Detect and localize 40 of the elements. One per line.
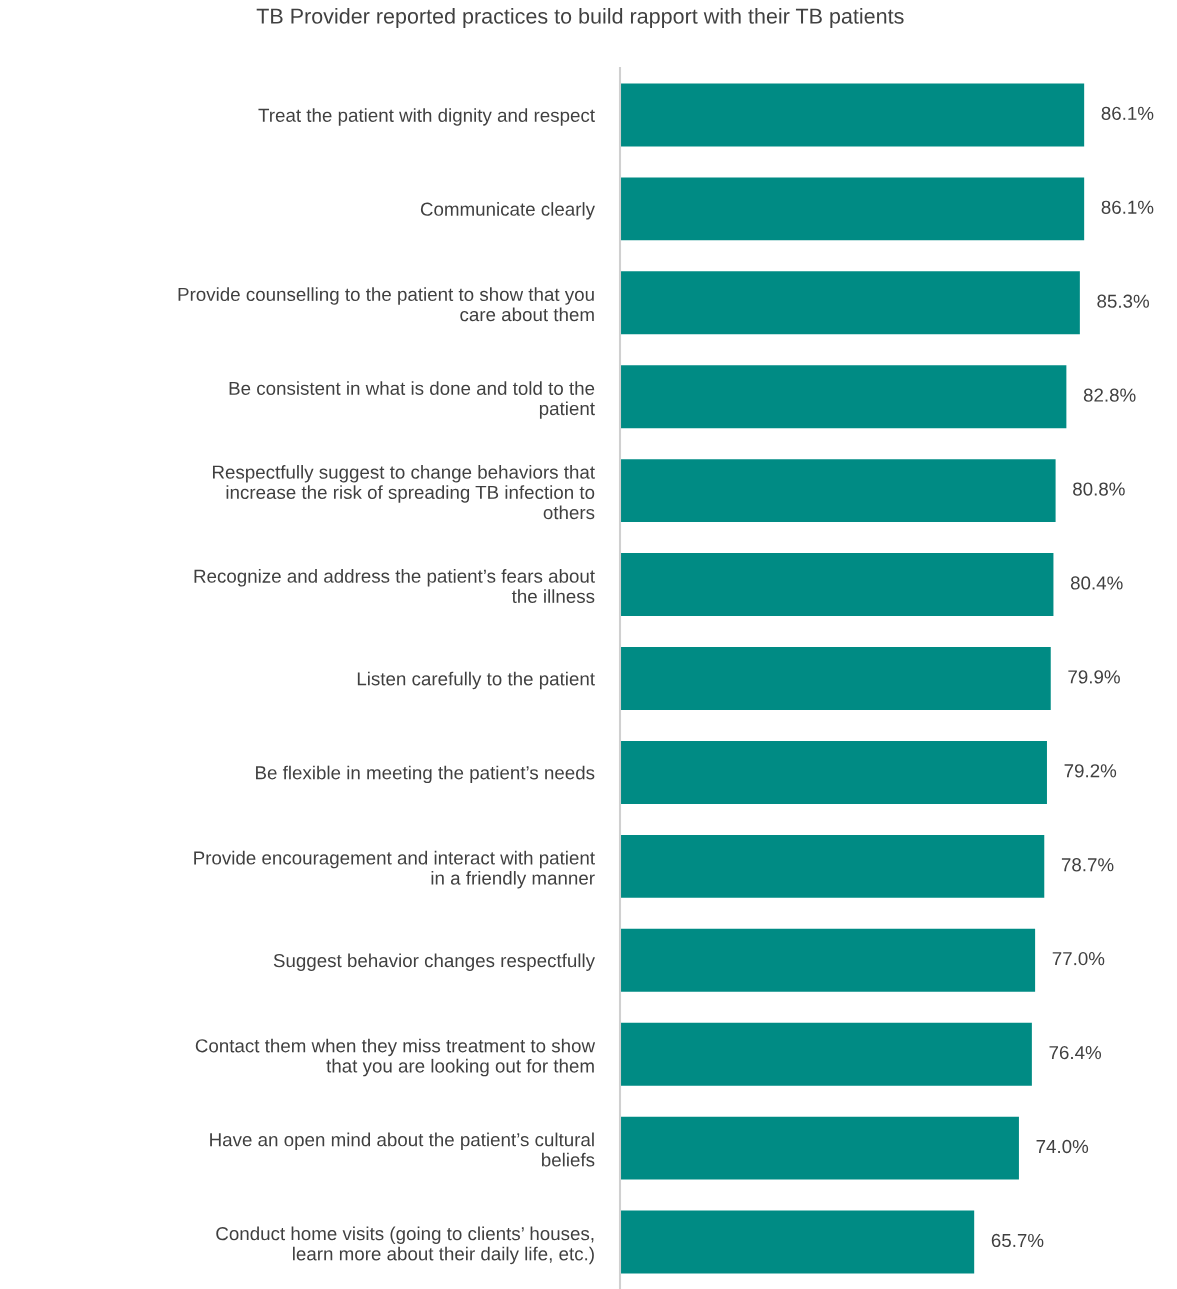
y-tick-label: Be consistent in what is done and told to the patient — [229, 381, 595, 419]
y-tick-label: Have an open mind about the patient’s cultural beliefs — [210, 1132, 595, 1167]
y-tick-label: Respectfully suggest to change behaviors that increase the risk of spreading TB infection to others — [213, 465, 595, 520]
y-tick-label: Be flexible in meeting the patient’s needs — [256, 765, 595, 784]
y-tick-label: Recognize and address the patient’s fears about the illness — [194, 569, 595, 604]
bar — [620, 365, 1067, 429]
bar — [620, 177, 1085, 241]
y-tick-label: Provide counselling to the patient to show that you care about them — [178, 287, 594, 322]
data-label: 78.7% — [1061, 858, 1114, 872]
bar — [620, 459, 1056, 523]
bar — [620, 553, 1054, 617]
bar — [620, 1116, 1019, 1180]
data-label: 85.3% — [1097, 294, 1150, 308]
data-label: 65.7% — [991, 1233, 1044, 1248]
data-label: 86.1% — [1101, 200, 1154, 214]
data-label: 79.9% — [1068, 670, 1120, 684]
bar — [620, 928, 1036, 992]
y-tick-label: Treat the patient with dignity and respect — [258, 108, 595, 126]
bar — [620, 1022, 1032, 1086]
y-tick-label: Provide encouragement and interact with patient in a friendly manner — [194, 850, 595, 889]
data-label: 82.8% — [1083, 388, 1136, 402]
y-tick-label: Communicate clearly — [420, 202, 595, 220]
data-label: 86.1% — [1101, 106, 1154, 120]
bar — [620, 647, 1051, 710]
data-label: 74.0% — [1036, 1139, 1089, 1154]
y-tick-label: Listen carefully to the patient — [357, 671, 595, 690]
data-label: 77.0% — [1052, 952, 1105, 966]
bar — [620, 1210, 975, 1274]
bar — [620, 834, 1045, 898]
data-label: 80.8% — [1073, 482, 1125, 496]
y-tick-label: Conduct home visits (going to clients’ houses, learn more about their daily life, etc.) — [216, 1226, 594, 1265]
data-label: 79.2% — [1064, 764, 1117, 778]
chart-title: TB Provider reported practices to build rapport with their TB patients — [256, 7, 904, 29]
bar — [620, 271, 1080, 335]
data-label: 80.4% — [1070, 576, 1123, 590]
bar — [620, 83, 1085, 147]
bar — [620, 740, 1047, 804]
y-tick-label: Suggest behavior changes respectfully — [273, 953, 595, 971]
y-tick-label: Contact them when they miss treatment to show that you are looking out for them — [195, 1038, 596, 1077]
data-label: 76.4% — [1049, 1045, 1102, 1060]
